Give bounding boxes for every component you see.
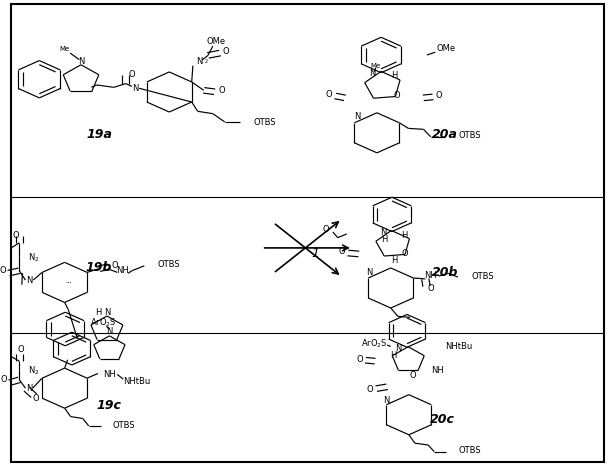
Text: N: N — [379, 228, 386, 237]
Text: O: O — [12, 231, 19, 240]
Text: OTBS: OTBS — [459, 131, 481, 140]
Text: N: N — [132, 84, 139, 93]
Text: N: N — [104, 308, 110, 317]
Text: NH: NH — [104, 370, 116, 379]
Text: O: O — [322, 225, 329, 234]
Text: H: H — [382, 235, 388, 245]
Text: O: O — [219, 86, 225, 95]
Text: OTBS: OTBS — [471, 272, 494, 281]
Text: O: O — [223, 47, 230, 56]
Text: 20a: 20a — [432, 128, 458, 141]
Text: N$_2$: N$_2$ — [29, 364, 40, 377]
Text: OTBS: OTBS — [253, 117, 276, 127]
Text: O: O — [1, 375, 7, 384]
Text: NH: NH — [431, 366, 443, 375]
Text: O: O — [339, 247, 345, 256]
Text: OTBS: OTBS — [113, 421, 135, 431]
Text: NHtBu: NHtBu — [445, 342, 472, 351]
Text: N: N — [26, 275, 32, 285]
Text: H: H — [391, 256, 398, 266]
Text: Me: Me — [370, 63, 381, 69]
Text: 1: 1 — [311, 247, 319, 260]
Text: N: N — [106, 327, 113, 336]
Text: H: H — [390, 351, 396, 360]
Text: 19b: 19b — [85, 260, 111, 274]
Text: OMe: OMe — [437, 44, 456, 54]
Text: N: N — [395, 344, 401, 353]
Text: O: O — [17, 345, 24, 354]
Text: ...: ... — [65, 279, 72, 284]
Text: 19c: 19c — [96, 399, 121, 412]
Text: ArO$_2$S: ArO$_2$S — [90, 317, 117, 329]
Text: O: O — [409, 370, 416, 380]
Text: N$_2$: N$_2$ — [28, 252, 40, 264]
Text: O: O — [428, 284, 435, 293]
Text: N: N — [354, 112, 360, 121]
Text: O: O — [393, 91, 400, 100]
Text: OMe: OMe — [207, 37, 226, 46]
Text: O: O — [435, 90, 442, 100]
Text: NH: NH — [424, 271, 437, 280]
Text: O: O — [33, 394, 40, 403]
Text: NHtBu: NHtBu — [123, 377, 150, 386]
Text: $_2$: $_2$ — [204, 58, 208, 66]
Text: O: O — [111, 261, 118, 270]
Text: OTBS: OTBS — [158, 260, 180, 269]
Text: N: N — [382, 396, 389, 405]
Text: O: O — [356, 355, 363, 364]
Text: H: H — [96, 308, 102, 317]
Text: H: H — [391, 71, 397, 80]
Text: O: O — [326, 89, 333, 99]
Text: ArO$_2$S: ArO$_2$S — [361, 337, 387, 350]
Text: O: O — [128, 70, 135, 79]
Text: N: N — [26, 384, 32, 393]
Text: O: O — [402, 249, 409, 259]
Text: 19a: 19a — [86, 128, 113, 141]
Text: 20c: 20c — [429, 413, 454, 426]
Text: NH: NH — [116, 266, 128, 275]
Text: O: O — [0, 266, 6, 275]
Text: N: N — [366, 268, 372, 277]
Text: Me: Me — [59, 46, 69, 52]
Text: OTBS: OTBS — [459, 446, 481, 455]
Text: N: N — [370, 69, 376, 78]
Text: O: O — [367, 385, 373, 394]
Text: 20b: 20b — [432, 266, 459, 279]
Text: N: N — [78, 57, 84, 66]
Text: H: H — [401, 231, 407, 240]
Text: N: N — [195, 57, 202, 67]
